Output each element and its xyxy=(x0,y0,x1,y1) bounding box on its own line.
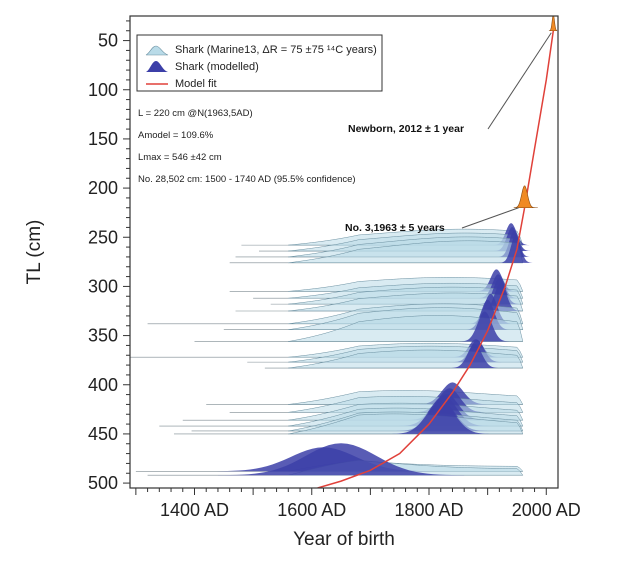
legend-label-fit: Model fit xyxy=(175,78,217,90)
stat-length: L = 220 cm @N(1963,5AD) xyxy=(138,108,253,119)
x-tick-label: 1600 AD xyxy=(277,500,346,520)
annotation-leader-newborn xyxy=(487,32,552,130)
stat-amodel: Amodel = 109.6% xyxy=(138,130,214,141)
shark-calibrated-area xyxy=(288,240,524,264)
legend-label-modelled: Shark (modelled) xyxy=(175,61,259,73)
x-axis-title: Year of birth xyxy=(293,529,395,550)
x-axis: 1400 AD 1600 AD 1800 AD 2000 AD xyxy=(135,488,581,520)
x-tick-label: 1400 AD xyxy=(160,500,229,520)
shark-modelled-peak xyxy=(499,234,533,263)
shark-modelled-peak xyxy=(460,311,510,342)
legend-calibrated-swatch xyxy=(145,45,169,56)
y-tick-label: 100 xyxy=(88,80,118,100)
y-tick-label: 200 xyxy=(88,178,118,198)
legend-modelled-swatch xyxy=(146,61,168,72)
shark-modelled-peak xyxy=(391,401,490,434)
annotation-leader-no3 xyxy=(461,207,519,229)
orange-distribution-newborn xyxy=(548,16,558,32)
y-axis-title: TL (cm) xyxy=(24,220,45,285)
annotation-no3: No. 3,1963 ± 5 years xyxy=(345,222,445,234)
y-tick-label: 450 xyxy=(88,424,118,444)
y-tick-label: 500 xyxy=(88,473,118,493)
x-tick-label: 2000 AD xyxy=(512,500,581,520)
y-tick-label: 350 xyxy=(88,326,118,346)
stat-no28: No. 28,502 cm: 1500 - 1740 AD (95.5% con… xyxy=(138,174,356,185)
y-tick-label: 300 xyxy=(88,276,118,296)
y-tick-label: 400 xyxy=(88,375,118,395)
shark-distribution xyxy=(147,443,524,476)
shark-distribution xyxy=(229,234,533,264)
model-fit-layer xyxy=(317,16,558,488)
y-tick-label: 50 xyxy=(98,31,118,51)
annotations: Newborn, 2012 ± 1 year No. 3,1963 ± 5 yea… xyxy=(345,32,552,234)
shark-distribution xyxy=(194,311,524,342)
shark-modelled-peak xyxy=(217,443,465,476)
legend-box xyxy=(136,34,383,92)
orange-distribution-no-3 xyxy=(513,185,538,209)
shark-distribution xyxy=(173,401,524,435)
y-tick-label: 150 xyxy=(88,129,118,149)
y-axis: 50 100 150 200 250 300 350 400 450 500 xyxy=(88,20,130,493)
model-fit-line xyxy=(317,30,555,488)
stat-lmax: Lmax = 546 ±42 cm xyxy=(138,152,222,163)
plot-frame xyxy=(129,15,559,489)
y-tick-label: 250 xyxy=(88,227,118,247)
annotation-newborn: Newborn, 2012 ± 1 year xyxy=(348,123,464,135)
legend-label-calibrated: Shark (Marine13, ΔR = 75 ±75 ¹⁴C years) xyxy=(175,44,377,56)
shark-distributions xyxy=(130,223,533,476)
legend: Shark (Marine13, ΔR = 75 ±75 ¹⁴C years) … xyxy=(136,34,383,92)
x-tick-label: 1800 AD xyxy=(394,500,463,520)
